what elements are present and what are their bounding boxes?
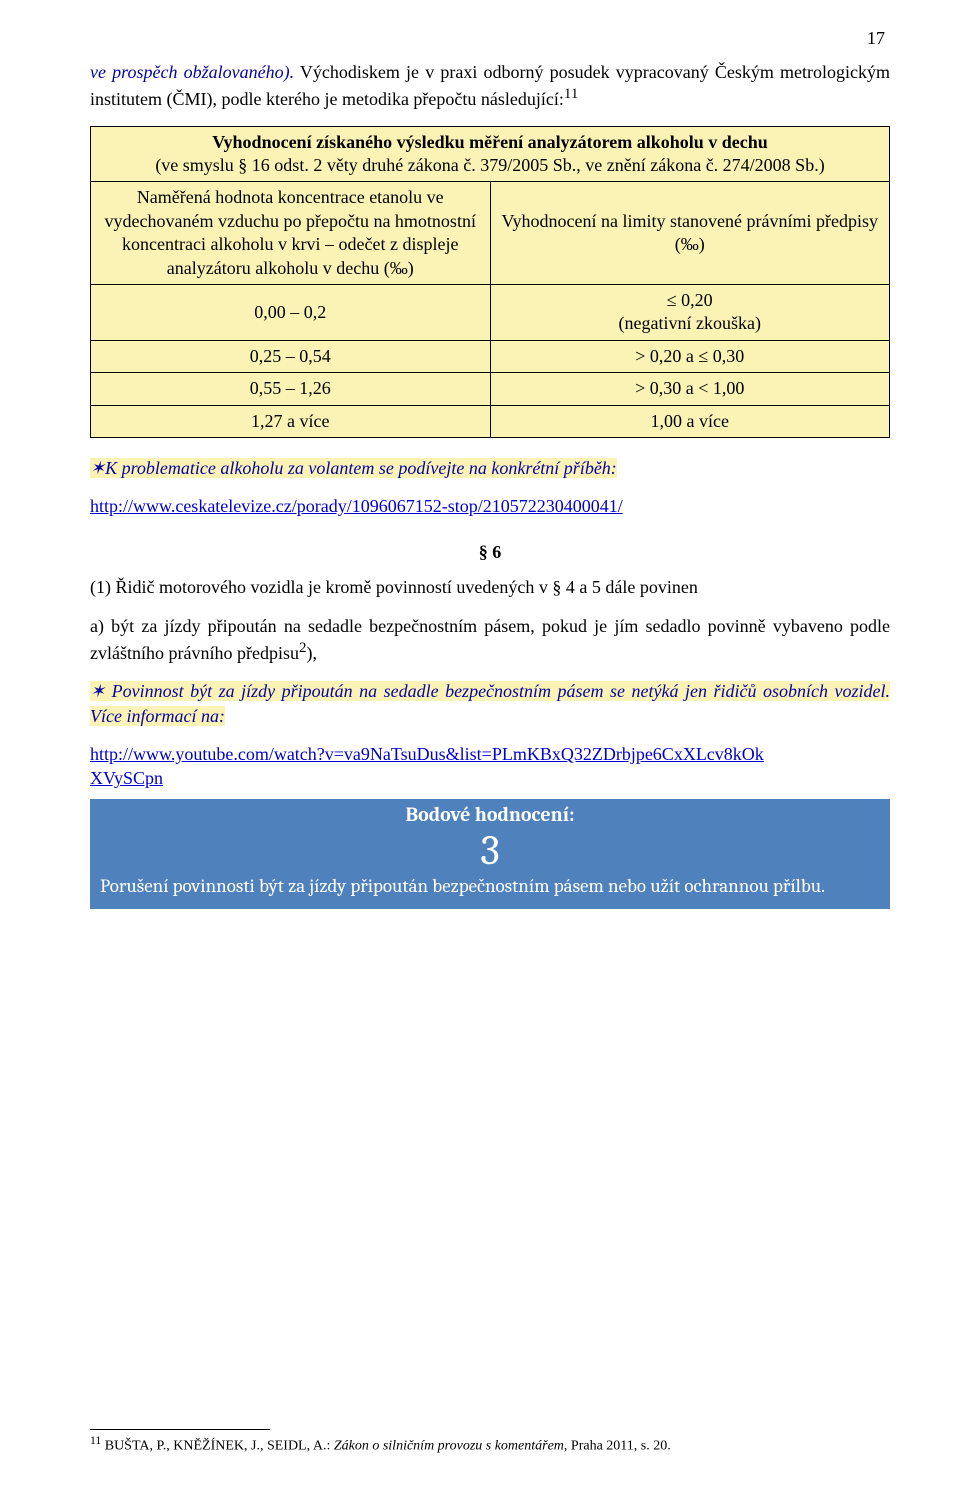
table-header-title: Vyhodnocení získaného výsledku měření an… xyxy=(99,131,881,154)
cell-right: > 0,30 a < 1,00 xyxy=(490,373,890,405)
cell-left: 0,55 – 1,26 xyxy=(91,373,491,405)
cell-right: ≤ 0,20 (negativní zkouška) xyxy=(490,284,890,340)
cell-left: 1,27 a více xyxy=(91,405,491,437)
s6-a-text: a) být za jízdy připoután na sedadle bez… xyxy=(90,616,890,663)
note-alcohol-text: ✶K problematice alkoholu za volantem se … xyxy=(90,458,617,478)
table-header-sub: (ve smyslu § 16 odst. 2 věty druhé zákon… xyxy=(99,154,881,177)
footnote: 11 BUŠTA, P., KNĚŽÍNEK, J., SEIDL, A.: Z… xyxy=(90,1434,890,1455)
footnote-ital: Zákon o silničním provozu s komentářem xyxy=(334,1439,564,1454)
s6-a-tail: ), xyxy=(306,643,317,663)
page-number: 17 xyxy=(867,28,885,49)
cell-right-top: ≤ 0,20 xyxy=(499,289,882,312)
note-seatbelt-text: ✶ Povinnost být za jízdy připoután na se… xyxy=(90,681,890,725)
table-subhead-row: Naměřená hodnota koncentrace etanolu ve … xyxy=(91,182,890,285)
link2-para: http://www.youtube.com/watch?v=va9NaTsuD… xyxy=(90,742,890,791)
cell-left: 0,25 – 0,54 xyxy=(91,340,491,372)
score-text: Porušení povinnosti být za jízdy připout… xyxy=(100,874,880,900)
intro-sup: 11 xyxy=(564,86,578,102)
link-youtube-line2[interactable]: XVySCpn xyxy=(90,768,163,788)
col1-head: Naměřená hodnota koncentrace etanolu ve … xyxy=(91,182,491,285)
cell-right-bottom: (negativní zkouška) xyxy=(499,312,882,335)
link-youtube-line1[interactable]: http://www.youtube.com/watch?v=va9NaTsuD… xyxy=(90,744,764,764)
s6-a: a) být za jízdy připoután na sedadle bez… xyxy=(90,614,890,666)
cell-right: 1,00 a více xyxy=(490,405,890,437)
s6-p1: (1) Řidič motorového vozidla je kromě po… xyxy=(90,575,890,599)
table-header-cell: Vyhodnocení získaného výsledku měření an… xyxy=(91,126,890,182)
score-title: Bodové hodnocení: xyxy=(100,801,880,828)
table-header-row: Vyhodnocení získaného výsledku měření an… xyxy=(91,126,890,182)
note-alcohol: ✶K problematice alkoholu za volantem se … xyxy=(90,456,890,480)
footnote-block: 11 BUŠTA, P., KNĚŽÍNEK, J., SEIDL, A.: Z… xyxy=(90,1429,890,1455)
link1-para: http://www.ceskatelevize.cz/porady/10960… xyxy=(90,494,890,518)
intro-paragraph: ve prospěch obžalovaného). Východiskem j… xyxy=(90,60,890,112)
table-row: 0,55 – 1,26 > 0,30 a < 1,00 xyxy=(91,373,890,405)
intro-blue: ve prospěch obžalovaného). xyxy=(90,62,294,82)
footnote-rule xyxy=(90,1429,270,1430)
col2-head: Vyhodnocení na limity stanovené právními… xyxy=(490,182,890,285)
table-row: 0,00 – 0,2 ≤ 0,20 (negativní zkouška) xyxy=(91,284,890,340)
table-row: 0,25 – 0,54 > 0,20 a ≤ 0,30 xyxy=(91,340,890,372)
score-number: 3 xyxy=(100,828,880,874)
note-seatbelt: ✶ Povinnost být za jízdy připoután na se… xyxy=(90,679,890,728)
cell-left: 0,00 – 0,2 xyxy=(91,284,491,340)
conversion-table: Vyhodnocení získaného výsledku měření an… xyxy=(90,126,890,438)
footnote-tail: , Praha 2011, s. 20. xyxy=(564,1439,671,1454)
table-row: 1,27 a více 1,00 a více xyxy=(91,405,890,437)
link-ceskatelevize[interactable]: http://www.ceskatelevize.cz/porady/10960… xyxy=(90,496,623,516)
section-6-mark: § 6 xyxy=(90,542,890,563)
footnote-plain: BUŠTA, P., KNĚŽÍNEK, J., SEIDL, A.: xyxy=(101,1439,334,1454)
cell-right: > 0,20 a ≤ 0,30 xyxy=(490,340,890,372)
footnote-num: 11 xyxy=(90,1434,101,1447)
score-box: Bodové hodnocení: 3 Porušení povinnosti … xyxy=(90,799,890,910)
